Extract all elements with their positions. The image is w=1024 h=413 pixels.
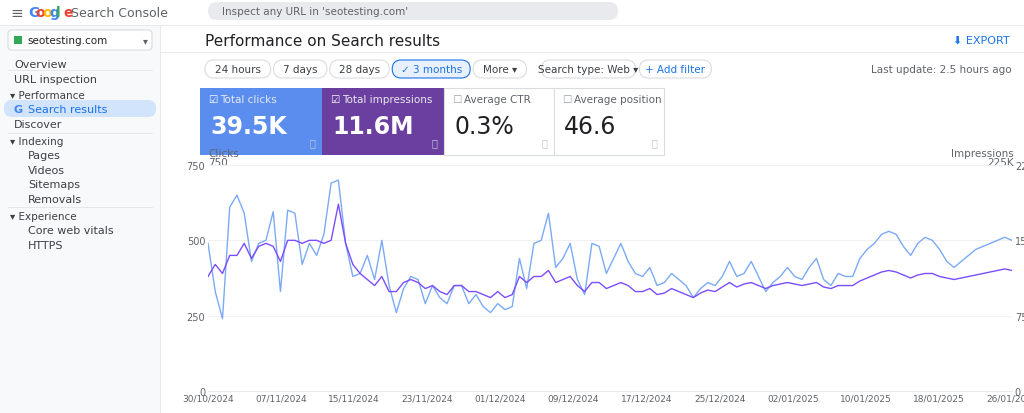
Text: Impressions: Impressions bbox=[951, 149, 1014, 159]
Text: Last update: 2.5 hours ago: Last update: 2.5 hours ago bbox=[871, 65, 1012, 75]
Text: ⓘ: ⓘ bbox=[651, 138, 657, 147]
Bar bbox=[160, 26, 1024, 413]
Bar bbox=[554, 89, 664, 156]
FancyBboxPatch shape bbox=[205, 61, 270, 79]
Text: Inspect any URL in 'seotesting.com': Inspect any URL in 'seotesting.com' bbox=[222, 7, 409, 17]
FancyBboxPatch shape bbox=[392, 61, 470, 79]
Text: o: o bbox=[42, 6, 51, 20]
Text: G: G bbox=[28, 6, 39, 20]
Text: Videos: Videos bbox=[28, 166, 65, 176]
FancyBboxPatch shape bbox=[273, 61, 327, 79]
Text: ☐: ☐ bbox=[562, 95, 571, 105]
Text: 0.3%: 0.3% bbox=[454, 115, 514, 139]
Text: Search results: Search results bbox=[28, 105, 108, 115]
Text: Average position: Average position bbox=[574, 95, 662, 105]
FancyBboxPatch shape bbox=[639, 61, 712, 79]
Text: ▾ Experience: ▾ Experience bbox=[10, 211, 77, 221]
Text: Search type: Web ▾: Search type: Web ▾ bbox=[539, 65, 639, 75]
Text: g: g bbox=[49, 6, 58, 20]
Text: 11.6M: 11.6M bbox=[332, 115, 414, 139]
Bar bbox=[444, 89, 554, 156]
Text: 28 days: 28 days bbox=[339, 65, 380, 75]
Text: Core web vitals: Core web vitals bbox=[28, 225, 114, 235]
Text: 750: 750 bbox=[208, 158, 227, 168]
Text: seotesting.com: seotesting.com bbox=[27, 36, 108, 46]
Text: ⓘ: ⓘ bbox=[541, 138, 547, 147]
Text: l: l bbox=[56, 6, 60, 20]
Text: e: e bbox=[63, 6, 73, 20]
Text: URL inspection: URL inspection bbox=[14, 75, 97, 85]
Bar bbox=[0, 0, 1024, 26]
Text: ≡: ≡ bbox=[10, 5, 23, 21]
Text: Overview: Overview bbox=[14, 60, 67, 70]
Bar bbox=[200, 89, 322, 156]
Text: Search Console: Search Console bbox=[71, 7, 168, 19]
Text: ⓘ: ⓘ bbox=[309, 138, 315, 147]
Text: Performance on Search results: Performance on Search results bbox=[205, 33, 440, 48]
Text: 7 days: 7 days bbox=[283, 65, 317, 75]
Text: Clicks: Clicks bbox=[208, 149, 239, 159]
Text: ▾: ▾ bbox=[143, 36, 148, 46]
Text: 225K: 225K bbox=[987, 158, 1014, 168]
Text: + Add filter: + Add filter bbox=[645, 65, 706, 75]
FancyBboxPatch shape bbox=[4, 101, 156, 118]
Text: ⓘ: ⓘ bbox=[431, 138, 437, 147]
FancyBboxPatch shape bbox=[208, 3, 618, 21]
Text: Removals: Removals bbox=[28, 195, 82, 204]
Text: ☑: ☑ bbox=[330, 95, 339, 105]
Text: ✓ 3 months: ✓ 3 months bbox=[400, 65, 462, 75]
Text: HTTPS: HTTPS bbox=[28, 240, 63, 250]
Text: ⬇ EXPORT: ⬇ EXPORT bbox=[953, 36, 1010, 46]
FancyBboxPatch shape bbox=[330, 61, 389, 79]
Text: 24 hours: 24 hours bbox=[215, 65, 261, 75]
Text: Total clicks: Total clicks bbox=[220, 95, 276, 105]
Bar bbox=[322, 89, 444, 156]
Text: G: G bbox=[14, 105, 24, 115]
Text: Pages: Pages bbox=[28, 151, 60, 161]
Text: 46.6: 46.6 bbox=[564, 115, 616, 139]
Text: ▾ Performance: ▾ Performance bbox=[10, 91, 85, 101]
Bar bbox=[14, 37, 22, 45]
Bar bbox=[0, 26, 160, 413]
Text: More ▾: More ▾ bbox=[482, 65, 517, 75]
Text: ☑: ☑ bbox=[208, 95, 217, 105]
Text: o: o bbox=[35, 6, 45, 20]
FancyBboxPatch shape bbox=[542, 61, 636, 79]
Text: Discover: Discover bbox=[14, 120, 62, 130]
Text: Sitemaps: Sitemaps bbox=[28, 180, 80, 190]
FancyBboxPatch shape bbox=[8, 31, 152, 51]
Text: ▾ Indexing: ▾ Indexing bbox=[10, 137, 63, 147]
Text: Total impressions: Total impressions bbox=[342, 95, 432, 105]
Text: 39.5K: 39.5K bbox=[210, 115, 287, 139]
Text: ☐: ☐ bbox=[452, 95, 461, 105]
FancyBboxPatch shape bbox=[473, 61, 526, 79]
Text: Average CTR: Average CTR bbox=[464, 95, 530, 105]
